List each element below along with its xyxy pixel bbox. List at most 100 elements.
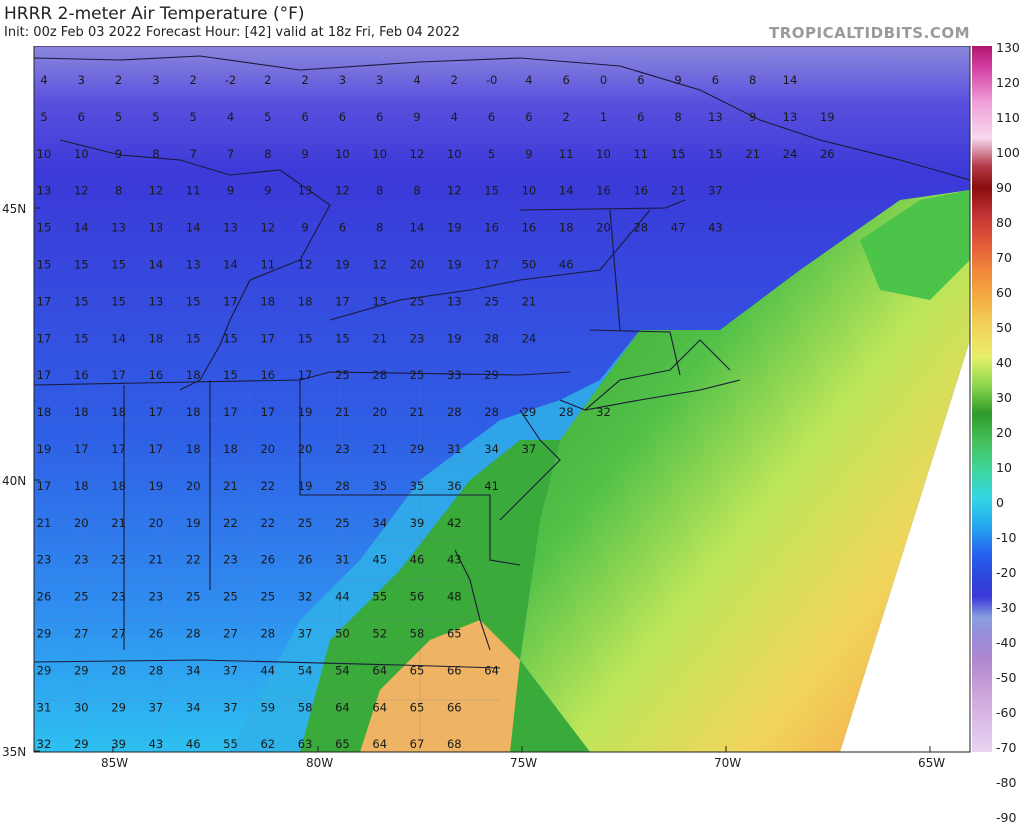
colorbar-tick: 120 <box>996 75 1020 90</box>
temperature-point: 15 <box>335 331 350 345</box>
temperature-point: 23 <box>111 553 126 567</box>
temperature-point: 17 <box>74 442 89 456</box>
temperature-point: 37 <box>708 184 723 198</box>
lon-label-85w: 85W <box>101 756 129 770</box>
temperature-point: 18 <box>149 331 164 345</box>
temperature-point: 7 <box>190 147 197 161</box>
temperature-point: 19 <box>820 110 835 124</box>
temperature-point: 66 <box>447 663 462 677</box>
temperature-point: 50 <box>335 627 350 641</box>
temperature-point: 64 <box>372 700 387 714</box>
temperature-point: 21 <box>410 405 425 419</box>
colorbar-tick: 10 <box>996 460 1012 475</box>
temperature-point: 12 <box>74 184 89 198</box>
temperature-point: 37 <box>522 442 537 456</box>
temperature-point: 17 <box>149 405 164 419</box>
county-lines <box>34 385 500 752</box>
colorbar-tick: 0 <box>996 495 1004 510</box>
temperature-point: 6 <box>488 110 495 124</box>
temperature-point: 10 <box>74 147 89 161</box>
temperature-point: 16 <box>633 184 648 198</box>
temperature-point: 21 <box>111 516 126 530</box>
temperature-point: 2 <box>451 73 458 87</box>
temperature-point: 29 <box>37 663 52 677</box>
temperature-point: 29 <box>74 737 89 751</box>
temperature-point: 12 <box>260 221 275 235</box>
temperature-point: 8 <box>749 73 756 87</box>
temperature-point: 18 <box>186 405 201 419</box>
temperature-point: 56 <box>410 590 425 604</box>
temperature-point: 23 <box>410 331 425 345</box>
temperature-point: 1 <box>600 110 607 124</box>
temperature-point: 31 <box>335 553 350 567</box>
temperature-point: 28 <box>260 627 275 641</box>
temperature-point: 6 <box>339 221 346 235</box>
temperature-point: 22 <box>260 516 275 530</box>
lon-label-65w: 65W <box>918 756 946 770</box>
temperature-point: 25 <box>484 294 499 308</box>
temperature-point: 29 <box>111 700 126 714</box>
temperature-point: 54 <box>298 663 313 677</box>
temperature-point: 19 <box>186 516 201 530</box>
temperature-point: 4 <box>525 73 532 87</box>
lon-label-75w: 75W <box>510 756 538 770</box>
temperature-point: 28 <box>186 627 201 641</box>
maritime-green <box>860 190 970 300</box>
temperature-point: 8 <box>115 184 122 198</box>
colorbar-tick: 30 <box>996 390 1012 405</box>
temperature-point: 16 <box>260 368 275 382</box>
temperature-point: 25 <box>74 590 89 604</box>
temperature-point: 32 <box>596 405 611 419</box>
temperature-point: 4 <box>227 110 234 124</box>
temperature-point: 19 <box>298 405 313 419</box>
temperature-point: 28 <box>447 405 462 419</box>
temperature-point: 65 <box>410 663 425 677</box>
temperature-point: 15 <box>111 258 126 272</box>
temperature-point: 18 <box>111 479 126 493</box>
temperature-point: 15 <box>223 368 238 382</box>
temperature-point: 2 <box>563 110 570 124</box>
temperature-point: 20 <box>596 221 611 235</box>
temperature-point: 16 <box>522 221 537 235</box>
temperature-point: 17 <box>111 442 126 456</box>
temperature-point: 14 <box>74 221 89 235</box>
temperature-point: 18 <box>223 442 238 456</box>
temperature-point: 11 <box>260 258 275 272</box>
temperature-point: 2 <box>115 73 122 87</box>
colorbar-tick: -50 <box>996 670 1017 685</box>
temperature-point: 22 <box>186 553 201 567</box>
temperature-point: 34 <box>186 700 201 714</box>
temperature-point: 27 <box>223 627 238 641</box>
temperature-point: 6 <box>637 110 644 124</box>
temperature-point: 6 <box>563 73 570 87</box>
temperature-point: 32 <box>37 737 52 751</box>
map-title: HRRR 2-meter Air Temperature (°F) <box>4 4 305 24</box>
colorbar-tick: -10 <box>996 530 1017 545</box>
temperature-point: 20 <box>186 479 201 493</box>
temperature-point: 26 <box>149 627 164 641</box>
colorbar-tick: 80 <box>996 215 1012 230</box>
lon-label-80w: 80W <box>306 756 334 770</box>
temperature-point: 17 <box>37 368 52 382</box>
colorbar-tick: -80 <box>996 775 1017 790</box>
warm-ocean <box>520 190 970 752</box>
colorbar-tick: -90 <box>996 810 1017 825</box>
temperature-point: 25 <box>410 368 425 382</box>
temperature-point: 62 <box>260 737 275 751</box>
temperature-point: 15 <box>186 294 201 308</box>
temperature-point: 9 <box>115 147 122 161</box>
temperature-point: 48 <box>447 590 462 604</box>
temperature-point: 31 <box>447 442 462 456</box>
temperature-point: 28 <box>484 405 499 419</box>
temperature-point: 22 <box>223 516 238 530</box>
temperature-point: 9 <box>227 184 234 198</box>
temperature-point: 14 <box>559 184 574 198</box>
temperature-point: 44 <box>335 590 350 604</box>
watermark: TROPICALTIDBITS.COM <box>769 24 970 42</box>
temperature-point: 30 <box>74 700 89 714</box>
temperature-point: 37 <box>149 700 164 714</box>
temperature-point: 66 <box>447 700 462 714</box>
colorbar-tick: 90 <box>996 180 1012 195</box>
temperature-point: 21 <box>223 479 238 493</box>
temperature-point: 55 <box>223 737 238 751</box>
